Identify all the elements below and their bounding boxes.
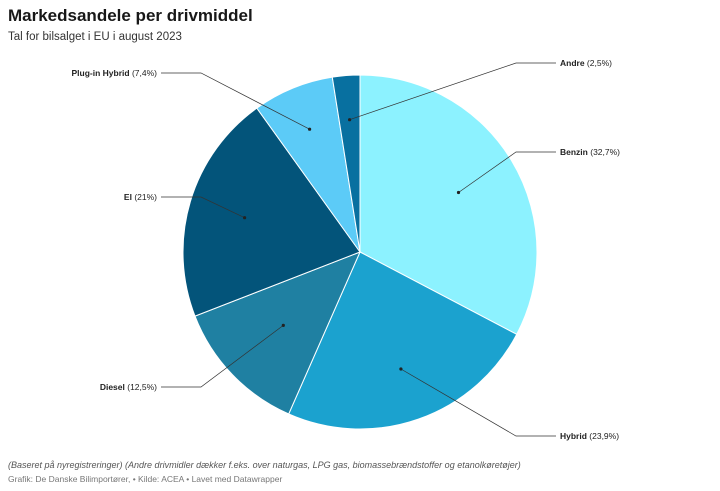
leader-line-el <box>161 196 245 219</box>
slice-label-el: El (21%) <box>124 192 157 202</box>
slice-label-value: (32,7%) <box>588 147 620 157</box>
slice-label-name: Hybrid <box>560 431 587 441</box>
leader-line-plug-in-hybrid <box>161 72 310 130</box>
slice-label-name: Benzin <box>560 147 588 157</box>
leader-line-benzin <box>458 151 556 193</box>
slice-label-name: Plug-in Hybrid <box>72 68 130 78</box>
slice-label-hybrid: Hybrid (23,9%) <box>560 431 619 441</box>
pie-slice-hybrid <box>288 251 518 430</box>
chart-subtitle: Tal for bilsalget i EU i august 2023 <box>8 31 182 43</box>
slice-label-plug-in-hybrid: Plug-in Hybrid (7,4%) <box>72 68 158 78</box>
slice-label-name: Diesel <box>100 382 125 392</box>
slice-label-value: (2,5%) <box>585 58 613 68</box>
leader-line-andre <box>349 62 556 121</box>
pie-slice-benzin <box>359 74 538 336</box>
pie-slice-andre <box>331 74 361 253</box>
slice-label-diesel: Diesel (12,5%) <box>100 382 157 392</box>
leader-dot-diesel <box>281 323 285 327</box>
leader-dot-el <box>243 216 247 220</box>
slice-label-value: (7,4%) <box>130 68 158 78</box>
pie-slice-el <box>182 107 361 317</box>
slice-label-value: (21%) <box>132 192 157 202</box>
chart-title: Markedsandele per drivmiddel <box>8 6 253 25</box>
leader-line-diesel <box>161 325 284 388</box>
slice-label-name: Andre <box>560 58 585 68</box>
slice-label-value: (12,5%) <box>125 382 157 392</box>
pie-slice-diesel <box>194 251 361 415</box>
slice-label-andre: Andre (2,5%) <box>560 58 612 68</box>
leader-line-hybrid <box>400 368 556 437</box>
chart-footer: Grafik: De Danske Bilimportører, • Kilde… <box>8 474 283 484</box>
leader-dot-andre <box>348 118 352 122</box>
slice-label-value: (23,9%) <box>587 431 619 441</box>
chart-note: (Baseret på nyregistreringer) (Andre dri… <box>8 460 521 470</box>
slice-label-benzin: Benzin (32,7%) <box>560 147 620 157</box>
leader-lines <box>161 62 556 437</box>
leader-dot-benzin <box>456 190 461 195</box>
leader-dot-plug-in-hybrid <box>308 127 312 131</box>
leader-dot-hybrid <box>399 367 403 371</box>
slice-label-name: El <box>124 192 132 202</box>
pie-slices <box>182 74 538 430</box>
slice-labels: Benzin (32,7%) Hybrid (23,9%) Diesel (12,5… <box>72 58 621 441</box>
